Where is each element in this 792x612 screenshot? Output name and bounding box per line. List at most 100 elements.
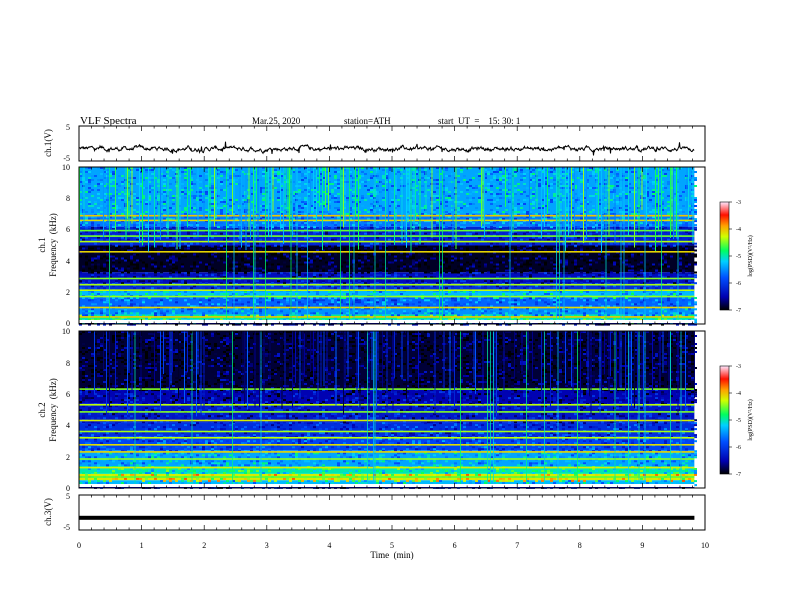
- spectrogram-cell: [124, 299, 127, 302]
- spectrogram-cell: [412, 303, 415, 306]
- spectrogram-cell: [121, 282, 124, 285]
- spectrogram-cell: [451, 299, 454, 302]
- spectrogram-cell: [136, 263, 139, 266]
- spectrogram-cell: [616, 169, 619, 171]
- spectrogram-cell: [205, 287, 208, 290]
- spectrogram-cell: [478, 301, 481, 304]
- spectrogram-cell: [223, 232, 226, 235]
- spectrogram-cell: [412, 282, 415, 285]
- spectrogram-cell: [379, 259, 382, 262]
- spectrogram-cell: [127, 259, 130, 262]
- spectrogram-cell: [343, 303, 346, 306]
- spectrogram-cell: [550, 171, 553, 173]
- spectrogram-cell: [286, 276, 289, 279]
- spectrogram-cell: [607, 280, 610, 283]
- spectrogram-cell: [340, 238, 343, 241]
- spectrogram-cell: [682, 274, 685, 277]
- spectrogram-cell: [154, 265, 157, 268]
- spectrogram-cell: [613, 259, 616, 262]
- spectrogram-cell: [223, 293, 226, 295]
- spectrogram-cell: [79, 287, 82, 290]
- spectrogram-cell: [457, 274, 460, 277]
- spectrogram-cell: [244, 253, 247, 256]
- spectrogram-cell: [292, 259, 295, 262]
- spectrogram-cell: [487, 282, 490, 285]
- spectrogram-cell: [358, 238, 361, 241]
- spectrogram-cell: [322, 280, 325, 283]
- spectrogram-cell: [103, 269, 106, 272]
- spectrogram-cell: [583, 312, 586, 315]
- spectrogram-cell: [292, 282, 295, 285]
- spectrogram-cell: [220, 238, 223, 241]
- spectrogram-cell: [145, 272, 148, 275]
- spectrogram-cell: [553, 228, 556, 231]
- spectrogram-cell: [496, 299, 499, 302]
- spectrogram-cell: [193, 310, 196, 313]
- spectrogram-cell: [361, 226, 364, 229]
- spectrogram-cell: [238, 263, 241, 266]
- spectrogram-cell: [169, 236, 172, 239]
- spectrogram-cell: [439, 238, 442, 241]
- spectrogram-cell: [358, 249, 361, 252]
- spectrogram-cell: [139, 303, 142, 306]
- spectrogram-cell: [136, 230, 139, 233]
- spectrogram-cell: [307, 265, 310, 268]
- spectrogram-cell: [571, 312, 574, 315]
- spectrogram-cell: [694, 261, 697, 264]
- spectrogram-cell: [490, 282, 493, 285]
- spectrogram-cell: [112, 267, 115, 270]
- spectrogram-cell: [493, 230, 496, 233]
- spectrogram-cell: [568, 276, 571, 279]
- spectrogram-cell: [238, 247, 241, 250]
- spectrogram-cell: [349, 303, 352, 306]
- spectrogram-cell: [610, 247, 613, 250]
- spectrogram-cell: [103, 171, 106, 173]
- spectrogram-cell: [445, 169, 448, 171]
- spectrogram-cell: [607, 285, 610, 288]
- spectrogram-cell: [646, 269, 649, 272]
- spectrogram-cell: [589, 261, 592, 264]
- spectrogram-cell: [247, 314, 250, 317]
- spectrogram-cell: [262, 318, 265, 321]
- spectrogram-cell: [682, 312, 685, 315]
- spectrogram-cell: [565, 242, 568, 245]
- spectrogram-cell: [616, 226, 619, 229]
- spectrogram-cell: [448, 312, 451, 315]
- spectrogram-cell: [283, 274, 286, 277]
- spectrogram-cell: [634, 318, 637, 321]
- spectrogram-cell: [118, 249, 121, 252]
- spectrogram-cell: [679, 274, 682, 277]
- spectrogram-cell: [538, 236, 541, 239]
- spectrogram-cell: [433, 285, 436, 288]
- spectrogram-cell: [340, 216, 343, 219]
- spectrogram-cell: [661, 323, 664, 326]
- spectrogram-cell: [133, 282, 136, 285]
- spectrogram-cell: [79, 232, 82, 235]
- spectrogram-cell: [493, 312, 496, 315]
- spectrogram-cell: [514, 232, 517, 235]
- spectrogram-cell: [361, 171, 364, 173]
- spectrogram-cell: [286, 255, 289, 258]
- spectrogram-cell: [661, 301, 664, 304]
- spectrogram-cell: [283, 216, 286, 219]
- spectrogram-cell: [223, 303, 226, 306]
- spectrogram-cell: [370, 280, 373, 283]
- spectrogram-cell: [475, 280, 478, 283]
- spectrogram-cell: [88, 299, 91, 302]
- spectrogram-cell: [82, 236, 85, 239]
- spectrogram-cell: [667, 226, 670, 229]
- spectrogram-cell: [445, 303, 448, 306]
- spectrogram-cell: [592, 222, 595, 225]
- spectrogram-cell: [328, 247, 331, 250]
- spectrogram-cell: [136, 226, 139, 229]
- spectrogram-cell: [520, 171, 523, 173]
- spectrogram-cell: [679, 305, 682, 308]
- spectrogram-cell: [313, 297, 316, 299]
- spectrogram-cell: [463, 285, 466, 288]
- spectrogram-cell: [472, 259, 475, 262]
- spectrogram-cell: [421, 171, 424, 173]
- spectrogram-cell: [505, 242, 508, 245]
- spectrogram-cell: [322, 167, 325, 169]
- spectrogram-cell: [442, 301, 445, 304]
- spectrogram-cell: [85, 216, 88, 219]
